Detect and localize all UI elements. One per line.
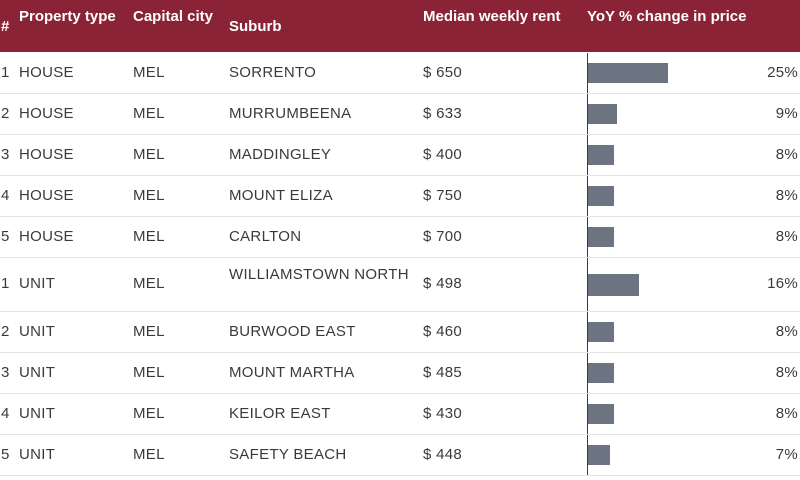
yoy-bar bbox=[588, 274, 639, 296]
rank-cell: 1 bbox=[1, 275, 10, 292]
rank-cell: 4 bbox=[1, 187, 10, 204]
rank-cell: 3 bbox=[1, 364, 10, 381]
yoy-percent-label: 8% bbox=[775, 187, 798, 204]
table-row: 1 HOUSE MEL SORRENTO $ 650 25% bbox=[0, 53, 800, 94]
suburb-cell: MURRUMBEENA bbox=[229, 105, 352, 122]
property-type-cell: UNIT bbox=[19, 323, 56, 340]
table-row: 4 UNIT MEL KEILOR EAST $ 430 8% bbox=[0, 394, 800, 435]
suburb-cell: SAFETY BEACH bbox=[229, 446, 347, 463]
capital-city-cell: MEL bbox=[133, 105, 165, 122]
capital-city-cell: MEL bbox=[133, 146, 165, 163]
suburb-cell: WILLIAMSTOWN NORTH bbox=[229, 266, 409, 283]
property-type-cell: UNIT bbox=[19, 275, 56, 292]
yoy-percent-label: 8% bbox=[775, 364, 798, 381]
capital-city-cell: MEL bbox=[133, 187, 165, 204]
capital-city-cell: MEL bbox=[133, 228, 165, 245]
capital-city-cell: MEL bbox=[133, 323, 165, 340]
rent-cell: $ 460 bbox=[423, 323, 463, 340]
rank-cell: 2 bbox=[1, 323, 10, 340]
suburb-cell: MOUNT MARTHA bbox=[229, 364, 355, 381]
header-rank: # bbox=[1, 18, 10, 35]
header-property-type: Property type bbox=[19, 8, 116, 25]
property-type-cell: HOUSE bbox=[19, 187, 74, 204]
rent-cell: $ 633 bbox=[423, 105, 463, 122]
yoy-percent-label: 8% bbox=[775, 323, 798, 340]
rank-cell: 1 bbox=[1, 64, 10, 81]
table-row: 5 HOUSE MEL CARLTON $ 700 8% bbox=[0, 217, 800, 258]
bar-axis-line bbox=[587, 176, 588, 216]
bar-axis-line bbox=[587, 394, 588, 434]
yoy-percent-label: 9% bbox=[775, 105, 798, 122]
property-type-cell: HOUSE bbox=[19, 228, 74, 245]
rank-cell: 4 bbox=[1, 405, 10, 422]
bar-axis-line bbox=[587, 53, 588, 93]
yoy-bar bbox=[588, 63, 668, 83]
rank-cell: 2 bbox=[1, 105, 10, 122]
yoy-bar bbox=[588, 445, 610, 465]
yoy-bar bbox=[588, 104, 617, 124]
capital-city-cell: MEL bbox=[133, 275, 165, 292]
suburb-cell: MADDINGLEY bbox=[229, 146, 332, 163]
bar-axis-line bbox=[587, 435, 588, 475]
yoy-percent-label: 16% bbox=[767, 275, 798, 292]
header-median-weekly-rent: Median weekly rent bbox=[423, 8, 561, 25]
yoy-percent-label: 8% bbox=[775, 228, 798, 245]
yoy-percent-label: 7% bbox=[775, 446, 798, 463]
property-type-cell: UNIT bbox=[19, 405, 56, 422]
header-capital-city: Capital city bbox=[133, 8, 214, 25]
property-type-cell: HOUSE bbox=[19, 146, 74, 163]
table-header: # Property type Capital city Suburb Medi… bbox=[0, 0, 800, 52]
yoy-percent-label: 8% bbox=[775, 405, 798, 422]
suburb-cell: KEILOR EAST bbox=[229, 405, 331, 422]
rank-cell: 3 bbox=[1, 146, 10, 163]
table-row: 3 HOUSE MEL MADDINGLEY $ 400 8% bbox=[0, 135, 800, 176]
capital-city-cell: MEL bbox=[133, 64, 165, 81]
rent-cell: $ 650 bbox=[423, 64, 463, 81]
bar-axis-line bbox=[587, 312, 588, 352]
rank-cell: 5 bbox=[1, 446, 10, 463]
header-suburb: Suburb bbox=[229, 18, 282, 35]
table-row: 2 UNIT MEL BURWOOD EAST $ 460 8% bbox=[0, 312, 800, 353]
rent-cell: $ 750 bbox=[423, 187, 463, 204]
bar-axis-line bbox=[587, 258, 588, 311]
yoy-bar bbox=[588, 186, 614, 206]
suburb-cell: CARLTON bbox=[229, 228, 302, 245]
table-row: 2 HOUSE MEL MURRUMBEENA $ 633 9% bbox=[0, 94, 800, 135]
yoy-bar bbox=[588, 145, 614, 165]
bar-axis-line bbox=[587, 353, 588, 393]
rent-cell: $ 485 bbox=[423, 364, 463, 381]
header-yoy-change: YoY % change in price bbox=[587, 8, 747, 25]
suburb-cell: BURWOOD EAST bbox=[229, 323, 356, 340]
bar-axis-line bbox=[587, 94, 588, 134]
yoy-bar bbox=[588, 322, 614, 342]
suburb-cell: SORRENTO bbox=[229, 64, 317, 81]
yoy-percent-label: 8% bbox=[775, 146, 798, 163]
property-type-cell: HOUSE bbox=[19, 64, 74, 81]
yoy-bar bbox=[588, 404, 614, 424]
property-type-cell: UNIT bbox=[19, 364, 56, 381]
property-type-cell: UNIT bbox=[19, 446, 56, 463]
rent-cell: $ 498 bbox=[423, 275, 463, 292]
yoy-percent-label: 25% bbox=[767, 64, 798, 81]
capital-city-cell: MEL bbox=[133, 405, 165, 422]
property-type-cell: HOUSE bbox=[19, 105, 74, 122]
suburb-cell: MOUNT ELIZA bbox=[229, 187, 333, 204]
table-row: 3 UNIT MEL MOUNT MARTHA $ 485 8% bbox=[0, 353, 800, 394]
bar-axis-line bbox=[587, 135, 588, 175]
yoy-bar bbox=[588, 227, 614, 247]
yoy-bar bbox=[588, 363, 614, 383]
capital-city-cell: MEL bbox=[133, 364, 165, 381]
bar-axis-line bbox=[587, 217, 588, 257]
rent-cell: $ 430 bbox=[423, 405, 463, 422]
rank-cell: 5 bbox=[1, 228, 10, 245]
capital-city-cell: MEL bbox=[133, 446, 165, 463]
table-row: 4 HOUSE MEL MOUNT ELIZA $ 750 8% bbox=[0, 176, 800, 217]
rent-cell: $ 448 bbox=[423, 446, 463, 463]
rent-cell: $ 400 bbox=[423, 146, 463, 163]
table-row: 5 UNIT MEL SAFETY BEACH $ 448 7% bbox=[0, 435, 800, 476]
table-row: 1 UNIT MEL WILLIAMSTOWN NORTH $ 498 16% bbox=[0, 258, 800, 312]
rent-cell: $ 700 bbox=[423, 228, 463, 245]
